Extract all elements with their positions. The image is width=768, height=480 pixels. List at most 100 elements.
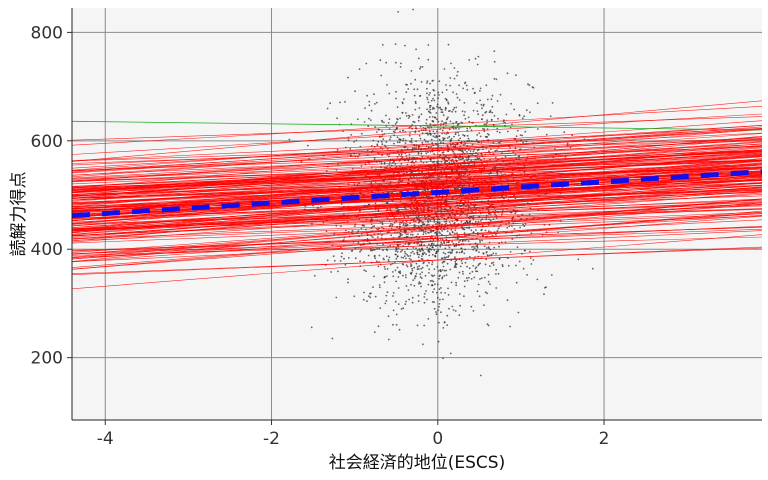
data-point: [476, 110, 479, 112]
data-point: [476, 246, 479, 249]
data-point: [493, 60, 496, 63]
group-regression-line: [72, 125, 762, 169]
data-point: [325, 170, 328, 173]
data-point: [380, 74, 383, 77]
group-regression-line: [72, 202, 762, 255]
data-point: [428, 254, 431, 257]
data-point: [340, 203, 343, 205]
data-point: [429, 280, 432, 282]
data-point: [402, 274, 404, 277]
data-point: [433, 274, 436, 277]
data-point: [493, 77, 496, 80]
data-point: [400, 153, 403, 156]
data-point: [453, 77, 456, 80]
data-point: [436, 230, 438, 233]
data-point: [455, 106, 458, 109]
data-point: [445, 274, 448, 277]
data-point: [458, 127, 460, 130]
data-point: [480, 228, 483, 231]
data-point: [412, 8, 414, 11]
group-regression-line: [72, 100, 762, 162]
data-point: [394, 250, 397, 253]
data-point: [473, 163, 476, 165]
data-point: [447, 251, 450, 254]
data-point: [462, 273, 464, 275]
data-point: [452, 309, 455, 311]
data-point: [483, 245, 486, 248]
data-point: [384, 275, 386, 278]
data-point: [484, 291, 487, 294]
data-point: [443, 275, 446, 277]
data-point: [434, 136, 436, 139]
data-point: [420, 277, 423, 279]
data-point: [516, 129, 519, 132]
data-point: [490, 119, 493, 121]
data-point: [389, 244, 392, 247]
data-point: [409, 265, 412, 268]
data-point: [466, 221, 469, 224]
data-point: [420, 113, 423, 116]
data-point: [506, 72, 509, 75]
x-tick-label: -2: [263, 429, 280, 449]
data-point: [368, 100, 371, 103]
data-point: [329, 102, 332, 105]
data-point: [488, 247, 490, 250]
data-point: [463, 134, 466, 137]
data-point: [398, 153, 401, 156]
data-point: [454, 110, 457, 113]
data-point: [433, 307, 436, 310]
data-point: [435, 252, 437, 255]
data-point: [463, 295, 465, 298]
data-point: [414, 131, 417, 134]
data-point: [519, 134, 522, 137]
data-point: [451, 240, 453, 243]
data-point: [354, 257, 357, 260]
data-point: [396, 250, 399, 253]
data-point: [407, 289, 410, 291]
data-point: [495, 273, 497, 275]
data-point: [396, 266, 399, 269]
data-point: [365, 270, 367, 273]
data-point: [432, 97, 434, 100]
data-point: [426, 82, 428, 84]
data-point: [489, 213, 492, 216]
data-point: [436, 161, 438, 164]
data-point: [442, 265, 445, 268]
data-point: [566, 142, 569, 145]
data-point: [511, 238, 514, 241]
data-point: [441, 277, 443, 280]
data-point: [381, 120, 384, 123]
data-point: [411, 141, 413, 144]
data-point: [465, 277, 468, 280]
data-point: [337, 270, 339, 273]
data-point: [333, 259, 336, 262]
data-point: [484, 135, 487, 138]
data-point: [394, 122, 397, 125]
data-point: [436, 103, 439, 106]
data-point: [404, 274, 407, 276]
data-point: [476, 290, 479, 293]
data-point: [360, 165, 363, 167]
data-point: [429, 123, 432, 126]
data-point: [470, 278, 473, 280]
data-point: [385, 294, 388, 297]
data-point: [371, 236, 374, 239]
data-point: [402, 138, 405, 140]
data-point: [416, 253, 419, 256]
data-point: [392, 295, 394, 297]
data-point: [441, 269, 444, 271]
group-regression-line: [72, 128, 762, 176]
data-point: [306, 144, 309, 147]
data-point: [433, 107, 436, 110]
data-point: [433, 288, 436, 290]
data-point: [469, 150, 472, 152]
data-point: [468, 59, 471, 61]
data-point: [480, 103, 483, 106]
data-point: [463, 285, 466, 288]
data-point: [509, 251, 512, 253]
data-point: [455, 127, 457, 130]
data-point: [463, 228, 466, 231]
data-point: [466, 88, 469, 91]
data-point: [515, 135, 518, 138]
